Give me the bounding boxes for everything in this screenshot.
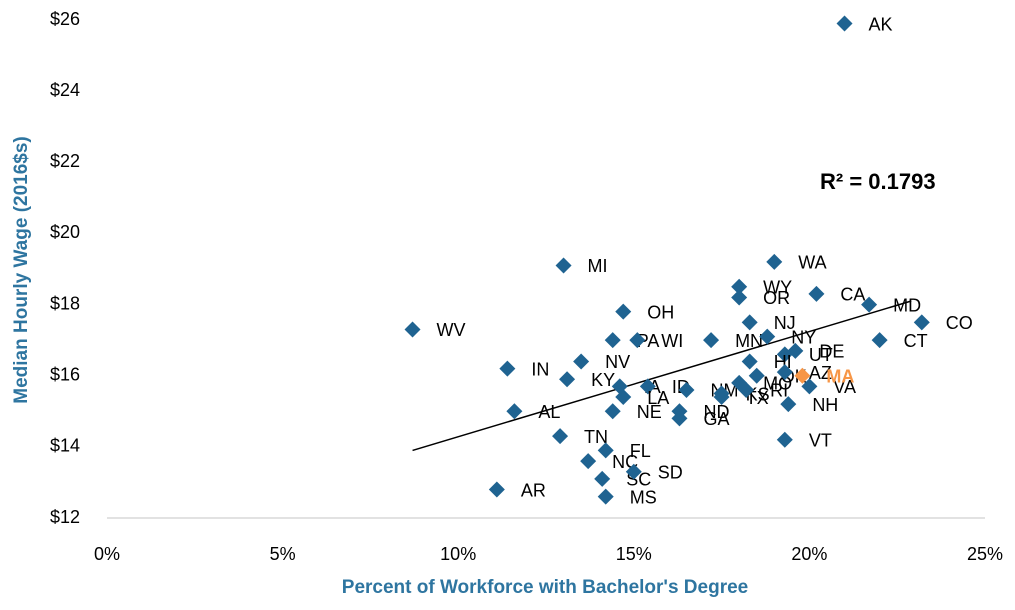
point-label: AZ: [809, 363, 832, 383]
point-label: OH: [647, 302, 674, 322]
point: [780, 396, 797, 413]
x-tick-label: 5%: [270, 544, 296, 564]
point-label: NJ: [774, 313, 796, 333]
y-tick-label: $18: [50, 293, 80, 313]
point: [731, 289, 748, 306]
point: [703, 332, 720, 349]
point: [573, 353, 590, 370]
point-label: RI: [770, 381, 788, 401]
point-label: PA: [637, 331, 660, 351]
point-label: WY: [763, 278, 792, 298]
x-axis-title: Percent of Workforce with Bachelor's Deg…: [342, 577, 748, 598]
point: [597, 442, 614, 459]
point-label: WV: [437, 320, 466, 340]
point: [766, 253, 783, 270]
point-label: CT: [904, 331, 928, 351]
point-label: DE: [819, 342, 844, 362]
point: [776, 346, 793, 363]
point: [741, 314, 758, 331]
x-tick-label: 0%: [94, 544, 120, 564]
point-label: UT: [809, 345, 833, 365]
point-label: NH: [812, 395, 838, 415]
point: [738, 381, 755, 398]
point-label: WA: [798, 253, 826, 273]
point: [759, 328, 776, 345]
point-label: OR: [763, 288, 790, 308]
point-label: GA: [703, 409, 729, 429]
point-label: FL: [630, 441, 651, 461]
point: [913, 314, 930, 331]
point-label: MN: [735, 331, 763, 351]
point-label: AR: [521, 480, 546, 500]
x-tick-label: 25%: [967, 544, 1003, 564]
point-label: TN: [584, 427, 608, 447]
point: [639, 378, 656, 395]
point: [499, 360, 516, 377]
point: [808, 285, 825, 302]
point: [861, 296, 878, 313]
y-tick-label: $12: [50, 507, 80, 527]
point: [625, 463, 642, 480]
point: [776, 431, 793, 448]
point: [555, 257, 572, 274]
point: [629, 332, 646, 349]
trendline: [412, 300, 912, 452]
point: [604, 332, 621, 349]
point: [615, 303, 632, 320]
point: [559, 371, 576, 388]
point: [615, 389, 632, 406]
y-tick-label: $22: [50, 151, 80, 171]
point-label: ND: [703, 402, 729, 422]
point: [748, 367, 765, 384]
point-label: MI: [588, 256, 608, 276]
point-label: SD: [658, 463, 683, 483]
point-label: NE: [637, 402, 662, 422]
point: [488, 481, 505, 498]
x-tick-label: 20%: [791, 544, 827, 564]
x-tick-label: 10%: [440, 544, 476, 564]
point: [597, 488, 614, 505]
point-label: IN: [531, 359, 549, 379]
point: [671, 410, 688, 427]
r-squared: R² = 0.1793: [820, 169, 936, 194]
point: [794, 367, 811, 384]
point: [580, 453, 597, 470]
point: [604, 403, 621, 420]
point: [741, 353, 758, 370]
point-label: MS: [630, 487, 657, 507]
y-tick-label: $20: [50, 222, 80, 242]
point-label: MA: [826, 366, 854, 386]
point-label: MD: [893, 295, 921, 315]
point: [713, 389, 730, 406]
point-label: NV: [605, 352, 630, 372]
point: [552, 428, 569, 445]
point: [801, 378, 818, 395]
point: [776, 364, 793, 381]
point-label: NY: [791, 327, 816, 347]
y-tick-label: $16: [50, 364, 80, 384]
point-label: AL: [538, 402, 560, 422]
point: [594, 470, 611, 487]
x-tick-label: 15%: [616, 544, 652, 564]
y-tick-label: $24: [50, 80, 80, 100]
point: [871, 332, 888, 349]
point-label: LA: [647, 388, 669, 408]
point-label: VA: [833, 377, 856, 397]
y-tick-label: $26: [50, 9, 80, 29]
point-label: VT: [809, 430, 832, 450]
point-label: CO: [946, 313, 973, 333]
y-axis-title: Median Hourly Wage (2016$s): [11, 136, 32, 403]
point-label: KY: [591, 370, 615, 390]
point: [836, 15, 853, 32]
point-label: TX: [746, 388, 769, 408]
point: [678, 381, 695, 398]
point: [506, 403, 523, 420]
point: [731, 278, 748, 295]
point-label: CA: [840, 285, 865, 305]
point: [404, 321, 421, 338]
y-tick-label: $14: [50, 436, 80, 456]
point-label: WI: [661, 331, 683, 351]
point-label: AK: [869, 14, 893, 34]
